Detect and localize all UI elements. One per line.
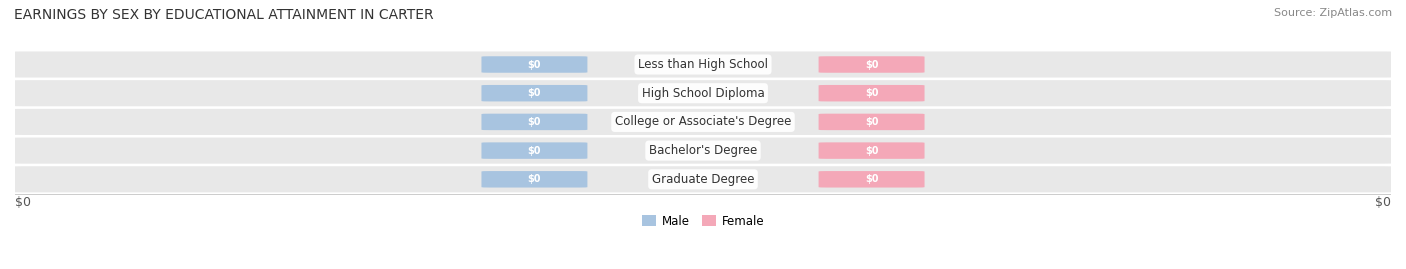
FancyBboxPatch shape	[481, 142, 588, 159]
Text: $0: $0	[527, 174, 541, 184]
Text: EARNINGS BY SEX BY EDUCATIONAL ATTAINMENT IN CARTER: EARNINGS BY SEX BY EDUCATIONAL ATTAINMEN…	[14, 8, 433, 22]
Text: $0: $0	[865, 88, 879, 98]
Text: $0: $0	[15, 196, 31, 209]
Text: $0: $0	[527, 117, 541, 127]
FancyBboxPatch shape	[11, 137, 1395, 164]
FancyBboxPatch shape	[818, 56, 925, 73]
FancyBboxPatch shape	[818, 114, 925, 130]
Text: $0: $0	[865, 59, 879, 69]
Text: $0: $0	[1375, 196, 1391, 209]
FancyBboxPatch shape	[818, 171, 925, 187]
Text: $0: $0	[865, 174, 879, 184]
FancyBboxPatch shape	[11, 51, 1395, 77]
Text: Source: ZipAtlas.com: Source: ZipAtlas.com	[1274, 8, 1392, 18]
FancyBboxPatch shape	[818, 142, 925, 159]
FancyBboxPatch shape	[481, 114, 588, 130]
Text: High School Diploma: High School Diploma	[641, 87, 765, 100]
FancyBboxPatch shape	[11, 109, 1395, 135]
Text: College or Associate's Degree: College or Associate's Degree	[614, 115, 792, 128]
Text: $0: $0	[865, 146, 879, 155]
Text: Less than High School: Less than High School	[638, 58, 768, 71]
FancyBboxPatch shape	[11, 166, 1395, 192]
FancyBboxPatch shape	[481, 171, 588, 187]
Text: $0: $0	[865, 117, 879, 127]
Text: Bachelor's Degree: Bachelor's Degree	[650, 144, 756, 157]
Legend: Male, Female: Male, Female	[637, 210, 769, 232]
Text: Graduate Degree: Graduate Degree	[652, 173, 754, 186]
FancyBboxPatch shape	[11, 80, 1395, 106]
Text: $0: $0	[527, 59, 541, 69]
Text: $0: $0	[527, 146, 541, 155]
FancyBboxPatch shape	[481, 56, 588, 73]
FancyBboxPatch shape	[818, 85, 925, 101]
FancyBboxPatch shape	[481, 85, 588, 101]
Text: $0: $0	[527, 88, 541, 98]
